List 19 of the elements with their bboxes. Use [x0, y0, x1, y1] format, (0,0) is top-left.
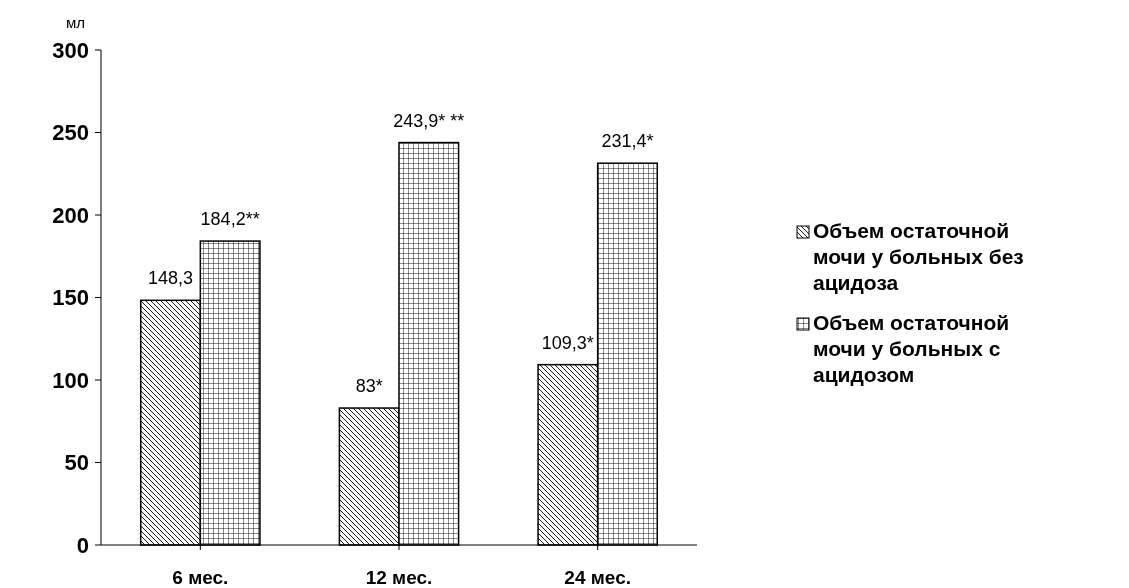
- legend-label: Объем остаточной мочи у больных с ацидозом: [813, 311, 1010, 386]
- y-tick-label: 200: [52, 202, 89, 228]
- x-tick-label: 6 мес.: [172, 567, 229, 588]
- y-tick-label: 100: [52, 367, 89, 393]
- y-tick-label: 150: [52, 285, 89, 311]
- y-tick-label: 0: [76, 532, 89, 558]
- y-tick-label: 250: [52, 120, 89, 146]
- x-tick-label: 12 мес.: [365, 567, 433, 588]
- y-tick-label: 300: [52, 37, 89, 63]
- data-label: 231,4*: [601, 131, 654, 152]
- data-label: 148,3: [148, 268, 194, 289]
- data-label: 83*: [355, 376, 383, 397]
- x-tick-label: 24 мес.: [564, 567, 631, 588]
- data-label: 109,3*: [541, 332, 594, 353]
- data-label: 184,2**: [200, 209, 260, 230]
- y-axis-title: мл: [66, 14, 86, 31]
- y-tick-label: 50: [64, 450, 89, 476]
- legend-label: Объем остаточной мочи у больных без ацидоза: [813, 219, 1024, 294]
- data-label: 243,9* **: [393, 110, 465, 131]
